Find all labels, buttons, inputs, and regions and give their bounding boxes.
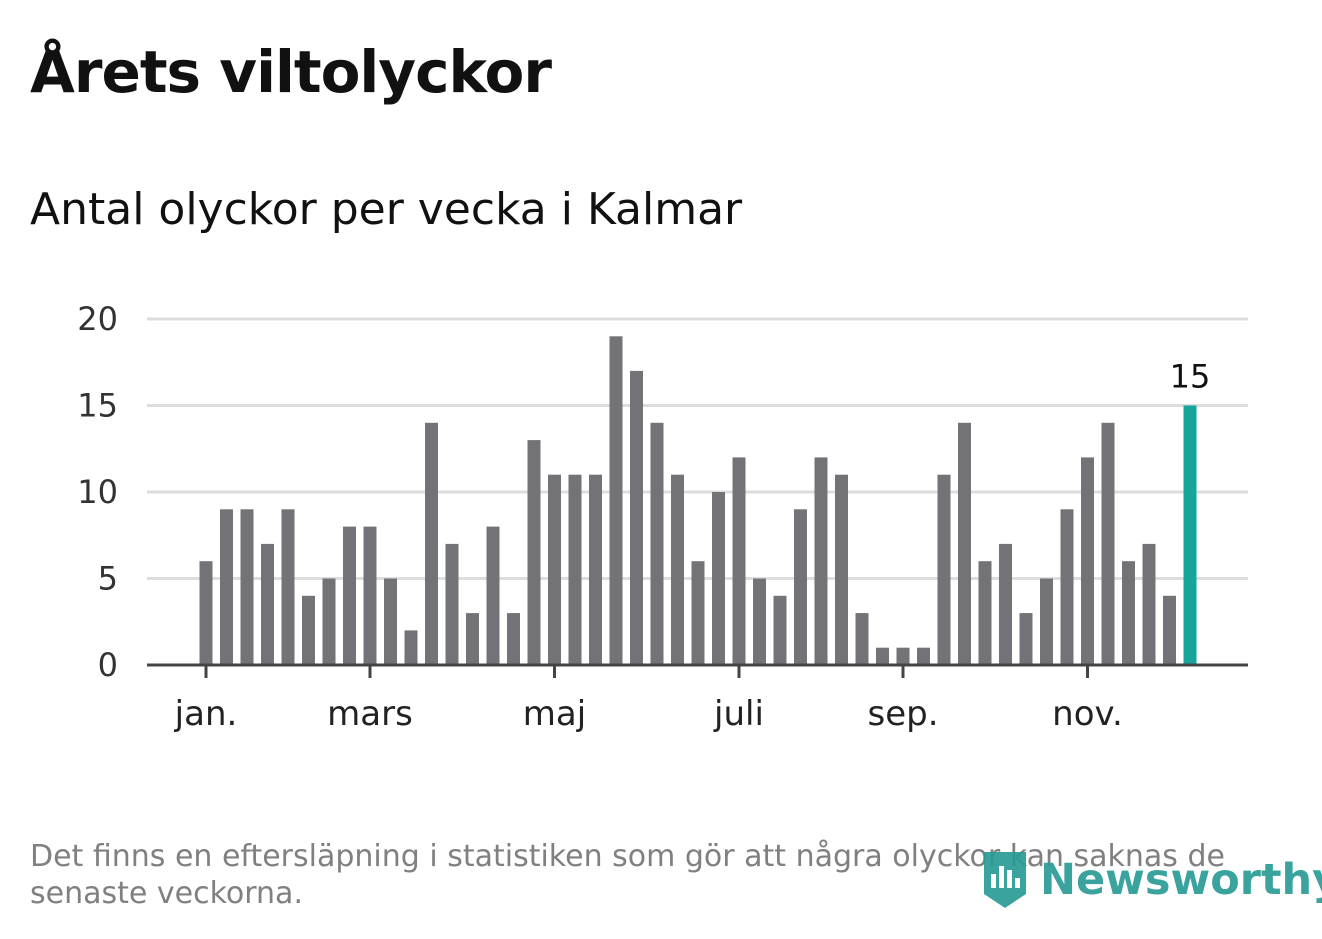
bar	[343, 526, 356, 665]
y-tick-label: 15	[77, 387, 118, 425]
newsworthy-logo: Newsworthy	[980, 845, 1322, 915]
x-tick-label: mars	[327, 694, 413, 734]
bar	[1040, 578, 1053, 665]
bar	[589, 474, 602, 665]
bar	[835, 474, 848, 665]
bar	[445, 543, 459, 665]
bar	[220, 509, 233, 665]
newsworthy-logo-icon	[984, 852, 1026, 908]
highlight-bar	[1183, 405, 1197, 665]
data-label: 15	[1170, 358, 1211, 396]
y-tick-label: 20	[77, 300, 118, 338]
bar	[404, 630, 418, 665]
brand-name: Newsworthy	[1040, 855, 1322, 905]
bar	[486, 526, 500, 665]
x-tick-label: nov.	[1052, 694, 1123, 734]
bar	[302, 595, 315, 665]
bar	[384, 578, 397, 665]
bar	[466, 613, 479, 665]
bar	[527, 440, 541, 665]
bar	[855, 613, 869, 665]
bar	[671, 474, 684, 665]
bar	[1019, 613, 1033, 665]
bar	[753, 578, 766, 665]
bar	[630, 370, 643, 665]
bar-chart: 0 5 10 15 20 15 jan. mars maj juli sep. nov.	[77, 300, 1248, 734]
bar	[732, 457, 746, 665]
bar	[978, 561, 992, 665]
bar	[794, 509, 807, 665]
bar	[896, 647, 910, 665]
x-tick-label: juli	[713, 694, 764, 734]
bar	[814, 457, 828, 665]
y-tick-label: 5	[98, 560, 118, 598]
bar	[937, 474, 951, 665]
bar	[691, 561, 705, 665]
bar	[261, 543, 274, 665]
y-tick-label: 10	[77, 473, 118, 511]
bar	[240, 509, 254, 665]
bar	[958, 422, 971, 665]
bar	[712, 492, 725, 665]
bar	[199, 561, 213, 665]
bar	[773, 595, 787, 665]
bar	[917, 647, 930, 665]
bar	[1142, 543, 1156, 665]
x-tick-label: sep.	[867, 694, 938, 734]
bar	[1163, 595, 1176, 665]
bar	[568, 474, 582, 665]
bar	[1122, 561, 1135, 665]
chart-title: Årets viltolyckor	[30, 38, 552, 106]
y-tick-label: 0	[98, 646, 118, 684]
bar	[1101, 422, 1115, 665]
bar	[999, 543, 1012, 665]
chart-subtitle: Antal olyckor per vecka i Kalmar	[30, 184, 743, 235]
bar	[363, 526, 377, 665]
bar	[425, 422, 438, 665]
bar	[876, 647, 889, 665]
bar	[650, 422, 664, 665]
x-tick-label: maj	[523, 694, 586, 734]
bar	[609, 336, 623, 665]
x-tick-label: jan.	[174, 694, 238, 734]
bar	[1081, 457, 1094, 665]
bar	[322, 578, 336, 665]
bar	[281, 509, 295, 665]
bar	[507, 613, 520, 665]
bar	[548, 474, 561, 665]
bar	[1060, 509, 1074, 665]
